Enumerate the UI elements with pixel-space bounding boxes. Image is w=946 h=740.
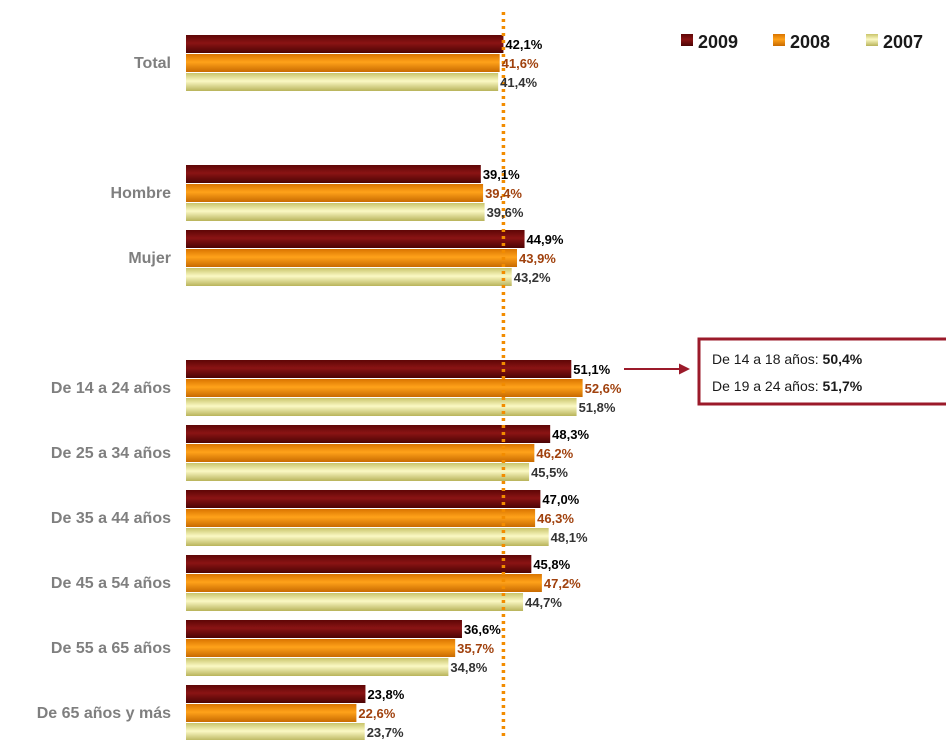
bar-2009-de-35-a-44-anos [186,490,541,508]
value-label-2008-de-65-anos-y-mas: 22,6% [358,706,395,721]
value-label-2008-mujer: 43,9% [519,251,556,266]
bar-2007-de-25-a-34-anos [186,463,530,481]
bar-2008-de-45-a-54-anos [186,574,542,592]
bar-2009-de-45-a-54-anos [186,555,532,573]
callout-line-1: De 14 a 18 años: 50,4% [712,351,863,367]
callout-line-2: De 19 a 24 años: 51,7% [712,378,863,394]
bar-2007-de-55-a-65-anos [186,658,449,676]
value-label-2008-de-14-a-24-anos: 52,6% [585,381,622,396]
value-label-2008-de-55-a-65-anos: 35,7% [457,641,494,656]
bar-2009-mujer [186,230,525,248]
bar-2008-de-14-a-24-anos [186,379,583,397]
value-label-2008-de-35-a-44-anos: 46,3% [537,511,574,526]
bar-2007-de-35-a-44-anos [186,528,549,546]
value-label-2007-de-14-a-24-anos: 51,8% [579,400,616,415]
value-label-2007-de-65-anos-y-mas: 23,7% [367,725,404,740]
value-label-2008-de-45-a-54-anos: 47,2% [544,576,581,591]
legend-label-2009: 2009 [698,32,738,52]
callout-arrow-head [679,363,690,375]
value-label-2007-de-55-a-65-anos: 34,8% [450,660,487,675]
bar-2007-total [186,73,499,91]
legend-label-2007: 2007 [883,32,923,52]
legend-swatch-2007 [866,34,878,46]
value-label-2009-de-14-a-24-anos: 51,1% [573,362,610,377]
callout: De 14 a 18 años: 50,4% De 19 a 24 años: 5… [624,337,946,406]
value-label-2009-de-65-anos-y-mas: 23,8% [367,687,404,702]
value-label-2007-total: 41,4% [500,75,537,90]
category-label-de-65-anos-y-mas: De 65 años y más [37,705,171,722]
bar-2008-de-25-a-34-anos [186,444,535,462]
category-label-de-45-a-54-anos: De 45 a 54 años [51,575,171,592]
labels-layer: Total Hombre Mujer De 14 a 24 años De 25 a 3… [37,37,622,740]
bar-2008-de-35-a-44-anos [186,509,536,527]
value-label-2007-mujer: 43,2% [514,270,551,285]
category-label-de-55-a-65-anos: De 55 a 65 años [51,640,171,657]
value-label-2009-de-35-a-44-anos: 47,0% [542,492,579,507]
category-label-hombre: Hombre [111,185,172,202]
bar-2009-de-55-a-65-anos [186,620,462,638]
category-label-total: Total [134,55,171,72]
value-label-2007-hombre: 39,6% [487,205,524,220]
bar-2008-de-65-anos-y-mas [186,704,357,722]
value-label-2009-de-45-a-54-anos: 45,8% [533,557,570,572]
value-label-2009-mujer: 44,9% [527,232,564,247]
bar-2008-mujer [186,249,518,267]
value-label-2009-de-55-a-65-anos: 36,6% [464,622,501,637]
bar-2009-de-25-a-34-anos [186,425,551,443]
bar-2007-de-45-a-54-anos [186,593,524,611]
category-label-de-14-a-24-anos: De 14 a 24 años [51,380,171,397]
value-label-2009-hombre: 39,1% [483,167,520,182]
value-label-2008-de-25-a-34-anos: 46,2% [536,446,573,461]
category-label-mujer: Mujer [128,250,171,267]
category-label-de-25-a-34-anos: De 25 a 34 años [51,445,171,462]
bar-2007-de-14-a-24-anos [186,398,577,416]
bar-2008-hombre [186,184,484,202]
bar-2008-de-55-a-65-anos [186,639,456,657]
category-label-de-35-a-44-anos: De 35 a 44 años [51,510,171,527]
value-label-2009-total: 42,1% [505,37,542,52]
bar-2009-de-65-anos-y-mas [186,685,366,703]
bar-2007-hombre [186,203,485,221]
legend-label-2008: 2008 [790,32,830,52]
value-label-2008-total: 41,6% [502,56,539,71]
bar-2009-hombre [186,165,481,183]
legend-swatch-2009 [681,34,693,46]
value-label-2007-de-25-a-34-anos: 45,5% [531,465,568,480]
bar-2007-mujer [186,268,512,286]
legend: 2009 2008 2007 [681,32,923,52]
value-label-2007-de-45-a-54-anos: 44,7% [525,595,562,610]
bar-2009-de-14-a-24-anos [186,360,572,378]
bar-2009-total [186,35,504,53]
callout-box [697,337,946,406]
bar-2008-total [186,54,500,72]
value-label-2007-de-35-a-44-anos: 48,1% [551,530,588,545]
bar-2007-de-65-anos-y-mas [186,723,365,740]
value-label-2008-hombre: 39,4% [485,186,522,201]
bars-layer [186,35,583,740]
value-label-2009-de-25-a-34-anos: 48,3% [552,427,589,442]
legend-swatch-2008 [773,34,785,46]
